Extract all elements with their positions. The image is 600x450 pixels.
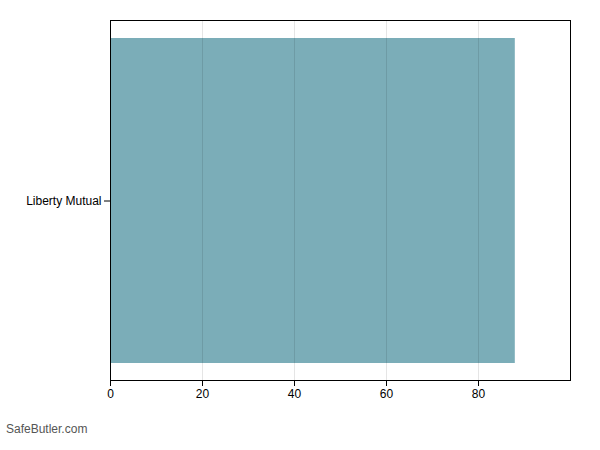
svg-text:Liberty Mutual: Liberty Mutual xyxy=(26,194,101,208)
svg-text:40: 40 xyxy=(288,387,302,401)
svg-text:0: 0 xyxy=(107,387,114,401)
svg-text:80: 80 xyxy=(472,387,486,401)
html-text:SafeButler.com: SafeButler.com xyxy=(6,422,88,436)
svg-text:60: 60 xyxy=(380,387,394,401)
svg-text:20: 20 xyxy=(196,387,210,401)
